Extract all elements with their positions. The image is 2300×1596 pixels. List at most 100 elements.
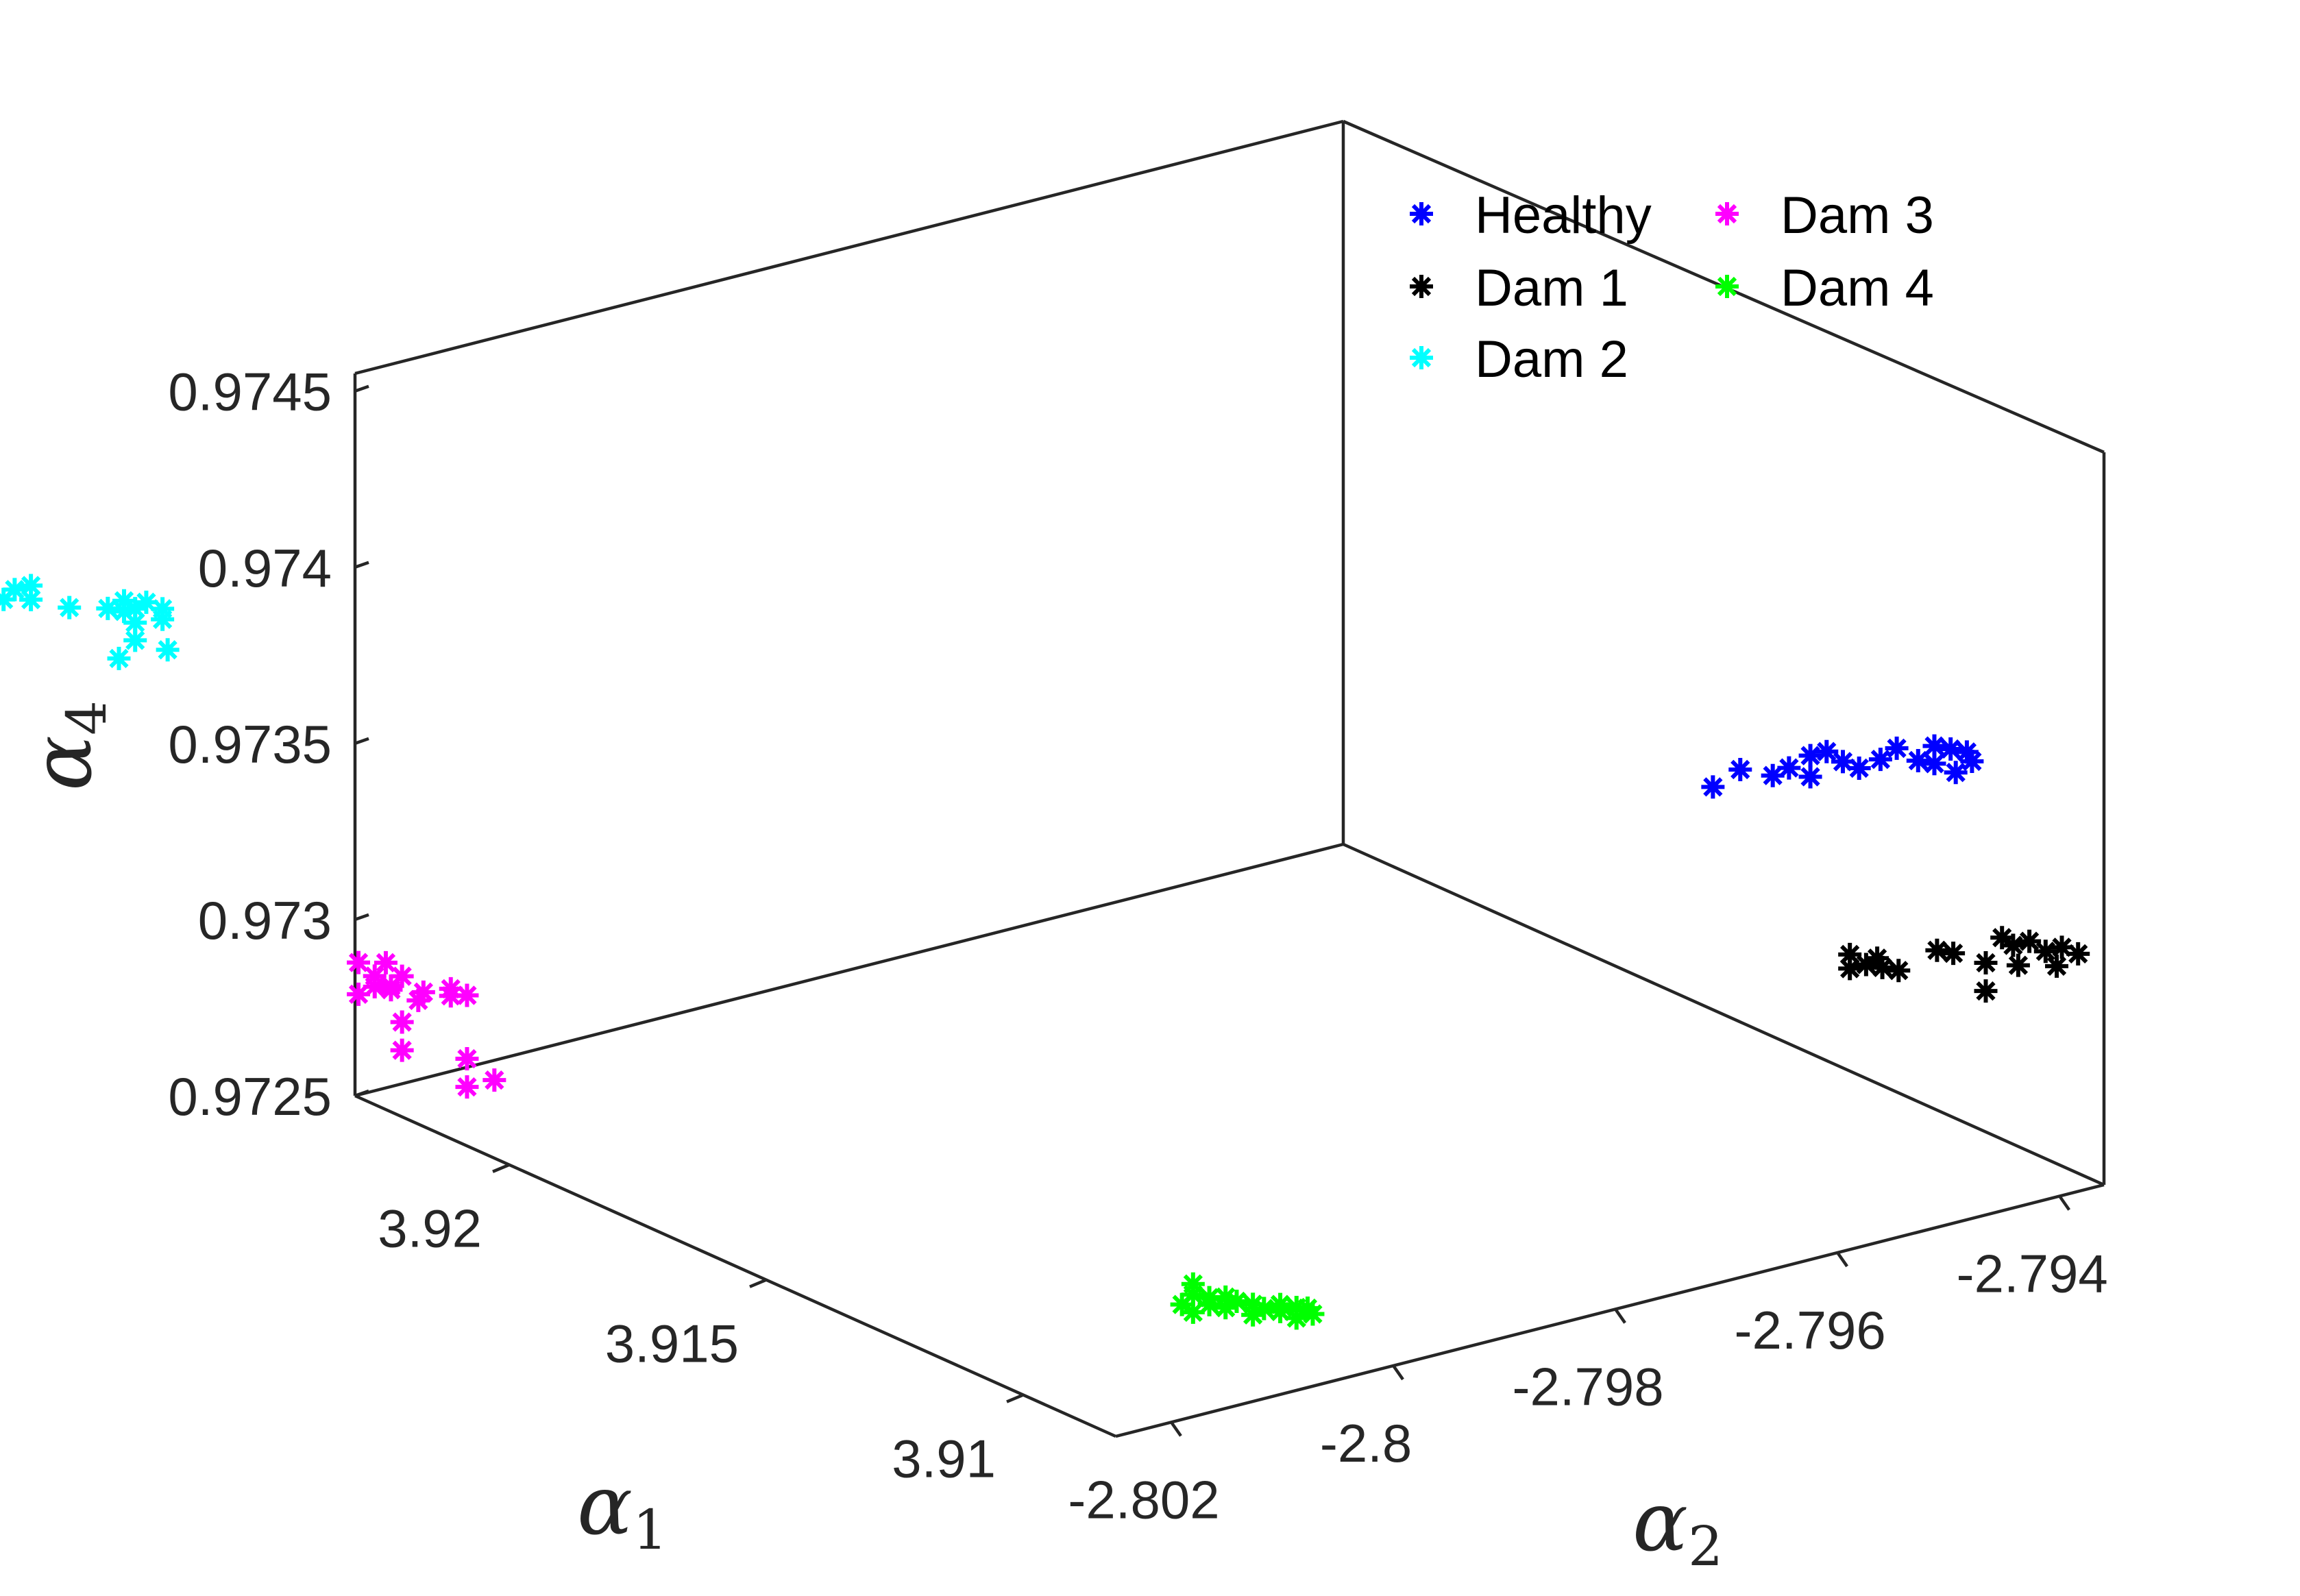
legend-marker-dam-1 [1410,275,1433,298]
legend-marker-dam-4 [1715,275,1739,298]
point-healthy [1960,750,1984,774]
z-tick-label: 0.973 [198,890,332,950]
y-tick-label: -2.802 [1068,1469,1219,1530]
point-dam-2 [3,578,27,602]
legend-label-dam-1: Dam 1 [1475,259,1628,317]
y-tick [1170,1421,1182,1437]
point-dam-1 [2033,940,2057,963]
point-healthy [1777,756,1801,780]
point-dam-2 [19,574,43,598]
y-tick [1836,1251,1848,1268]
y-tick [2058,1195,2071,1211]
point-dam-3 [390,1038,414,1062]
axis-ticks: 3.92 3.915 3.91 -2.802 -2.8 -2.798 -2.796 -2.79… [168,362,2107,1530]
point-dam-1 [1942,942,1966,966]
z-axis-label: α4 [15,700,119,791]
point-dam-2 [151,607,175,631]
point-dam-1 [2001,933,2025,957]
point-dam-1 [1838,942,1862,966]
edge-top-back [354,119,1344,376]
point-dam-3 [374,950,397,974]
point-healthy [1944,761,1968,785]
y-axis-label: α2 [1632,1475,1723,1578]
z-tick [354,737,369,745]
z-tick-label: 0.9725 [168,1066,332,1127]
point-dam-1 [1990,926,2014,950]
legend-label-dam-3: Dam 3 [1781,186,1934,245]
point-healthy [1701,775,1725,799]
axis-labels: α1 α2 α4 [15,700,1723,1578]
point-dam-1 [1974,979,1998,1003]
y-tick-label: -2.796 [1735,1300,1886,1360]
x-tick-label: 3.915 [605,1314,739,1374]
z-tick-label: 0.974 [198,538,332,598]
point-dam-2 [107,646,131,670]
point-dam-1 [1974,950,1998,974]
legend-marker-healthy [1410,202,1433,225]
point-dam-1 [1865,946,1889,970]
data-points [0,574,2090,1330]
z-tick [354,384,369,393]
point-dam-2 [19,588,43,612]
legend-label-healthy: Healthy [1475,186,1652,245]
point-dam-3 [455,983,479,1007]
legend-marker-dam-3 [1715,202,1739,225]
x-tick-label: 3.91 [892,1429,996,1489]
edge-front-x [354,1094,1116,1438]
x-axis-label: α1 [577,1458,668,1562]
z-tick [354,913,369,922]
legend-label-dam-4: Dam 4 [1781,259,1934,317]
edge-back-y-floor [354,842,1344,1098]
series-dam-4 [1170,1272,1325,1330]
point-dam-3 [411,980,435,1004]
point-healthy [1939,737,1963,761]
y-tick-label: -2.8 [1320,1413,1412,1473]
y-tick [1614,1308,1626,1324]
legend: Healthy Dam 1 Dam 2 Dam 3 Dam 4 [1410,186,1934,389]
series-dam-3 [347,950,506,1099]
x-tick [492,1163,510,1173]
y-tick-label: -2.798 [1513,1356,1664,1416]
point-dam-4 [1225,1289,1249,1313]
series-dam-2 [0,574,180,670]
point-dam-1 [2045,954,2069,978]
point-dam-4 [1252,1297,1276,1321]
point-dam-2 [156,638,180,662]
point-healthy [1847,756,1871,780]
z-tick-label: 0.9745 [168,362,332,422]
point-healthy [1728,757,1752,781]
point-healthy [1798,744,1822,768]
point-healthy [1815,739,1839,763]
point-dam-3 [455,1075,479,1099]
point-dam-2 [123,628,147,652]
point-dam-1 [2006,953,2030,977]
y-tick [1392,1364,1404,1381]
point-dam-3 [390,964,414,988]
point-healthy [1906,748,1930,772]
point-dam-3 [482,1068,506,1092]
point-dam-2 [58,596,82,619]
point-dam-4 [1181,1272,1205,1296]
point-dam-1 [2066,942,2090,966]
legend-marker-dam-2 [1410,346,1433,369]
edge-front-y [1115,1183,2105,1438]
x-tick-label: 3.92 [378,1199,482,1259]
x-tick [749,1278,767,1288]
z-tick-label: 0.9735 [168,714,332,774]
point-dam-3 [390,1010,414,1034]
point-dam-3 [347,950,371,974]
point-dam-4 [1301,1302,1325,1326]
y-tick-label: -2.794 [1957,1243,2108,1303]
z-tick [354,561,369,569]
z-tick [354,1089,369,1098]
series-dam-1 [1838,926,2090,1003]
point-dam-1 [1887,959,1911,983]
legend-label-dam-2: Dam 2 [1475,330,1628,389]
point-healthy [1922,734,1946,758]
point-dam-1 [1925,938,1949,962]
series-healthy [1701,734,1984,799]
x-tick [1006,1393,1024,1403]
point-healthy [1868,748,1892,772]
